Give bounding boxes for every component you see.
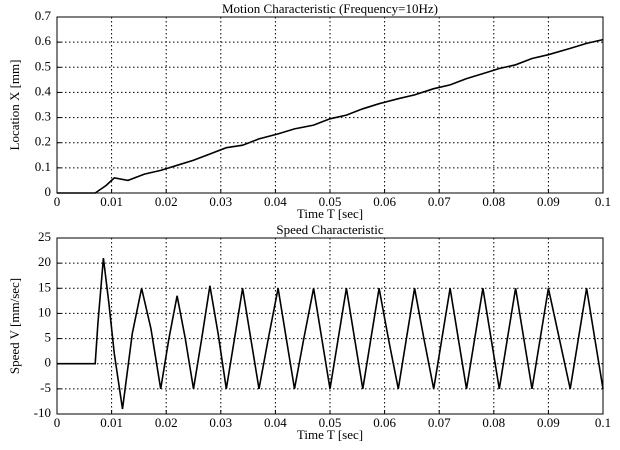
data-line — [57, 38, 604, 194]
y-tick-label: 15 — [38, 279, 51, 294]
x-tick-label: 0.01 — [100, 194, 123, 209]
x-axis-label: Time T [sec] — [297, 427, 363, 442]
y-tick-label: 0 — [45, 184, 52, 199]
y-tick-label: 0.4 — [35, 83, 52, 98]
y-tick-label: 0.6 — [35, 33, 52, 48]
plot-frame — [56, 16, 604, 194]
x-tick-label: 0.09 — [537, 194, 560, 209]
x-tick-label: 0.01 — [100, 415, 123, 430]
x-tick-label: 0.09 — [537, 415, 560, 430]
data-line — [57, 258, 604, 410]
x-tick-label: 0.04 — [264, 194, 287, 209]
x-tick-label: 0 — [54, 194, 61, 209]
x-tick-label: 0.04 — [264, 415, 287, 430]
y-tick-label: 25 — [38, 229, 51, 244]
x-tick-label: 0.07 — [428, 415, 451, 430]
x-axis-label: Time T [sec] — [297, 206, 363, 221]
x-tick-label: 0 — [54, 415, 61, 430]
x-tick-label: 0.08 — [482, 194, 505, 209]
y-tick-label: 20 — [38, 254, 51, 269]
chart-title: Motion Characteristic (Frequency=10Hz) — [222, 1, 438, 16]
x-tick-label: 0.06 — [373, 194, 396, 209]
x-tick-label: 0.08 — [482, 415, 505, 430]
x-tick-label: 0.03 — [209, 415, 232, 430]
y-tick-label: 5 — [45, 330, 52, 345]
y-tick-label: -10 — [34, 405, 51, 420]
x-tick-label: 0.1 — [595, 415, 611, 430]
x-tick-label: 0.05 — [319, 415, 342, 430]
y-tick-label: 10 — [38, 304, 51, 319]
chart-title: Speed Characteristic — [276, 222, 383, 237]
x-tick-label: 0.1 — [595, 194, 611, 209]
y-tick-label: -5 — [40, 380, 51, 395]
y-tick-label: 0.2 — [35, 134, 51, 149]
y-tick-label: 0.3 — [35, 109, 51, 124]
y-tick-label: 0 — [45, 355, 52, 370]
y-axis-label: Speed V [mm/sec] — [7, 278, 22, 374]
y-tick-label: 0.5 — [35, 58, 51, 73]
x-tick-label: 0.02 — [155, 194, 178, 209]
x-tick-label: 0.05 — [319, 194, 342, 209]
x-tick-label: 0.03 — [209, 194, 232, 209]
y-tick-label: 0.1 — [35, 159, 51, 174]
y-axis-label: Location X [mm] — [7, 60, 22, 151]
y-tick-label: 0.7 — [35, 8, 52, 23]
x-tick-label: 0.02 — [155, 415, 178, 430]
plot-frame — [56, 237, 604, 415]
x-tick-label: 0.06 — [373, 415, 396, 430]
x-tick-label: 0.07 — [428, 194, 451, 209]
